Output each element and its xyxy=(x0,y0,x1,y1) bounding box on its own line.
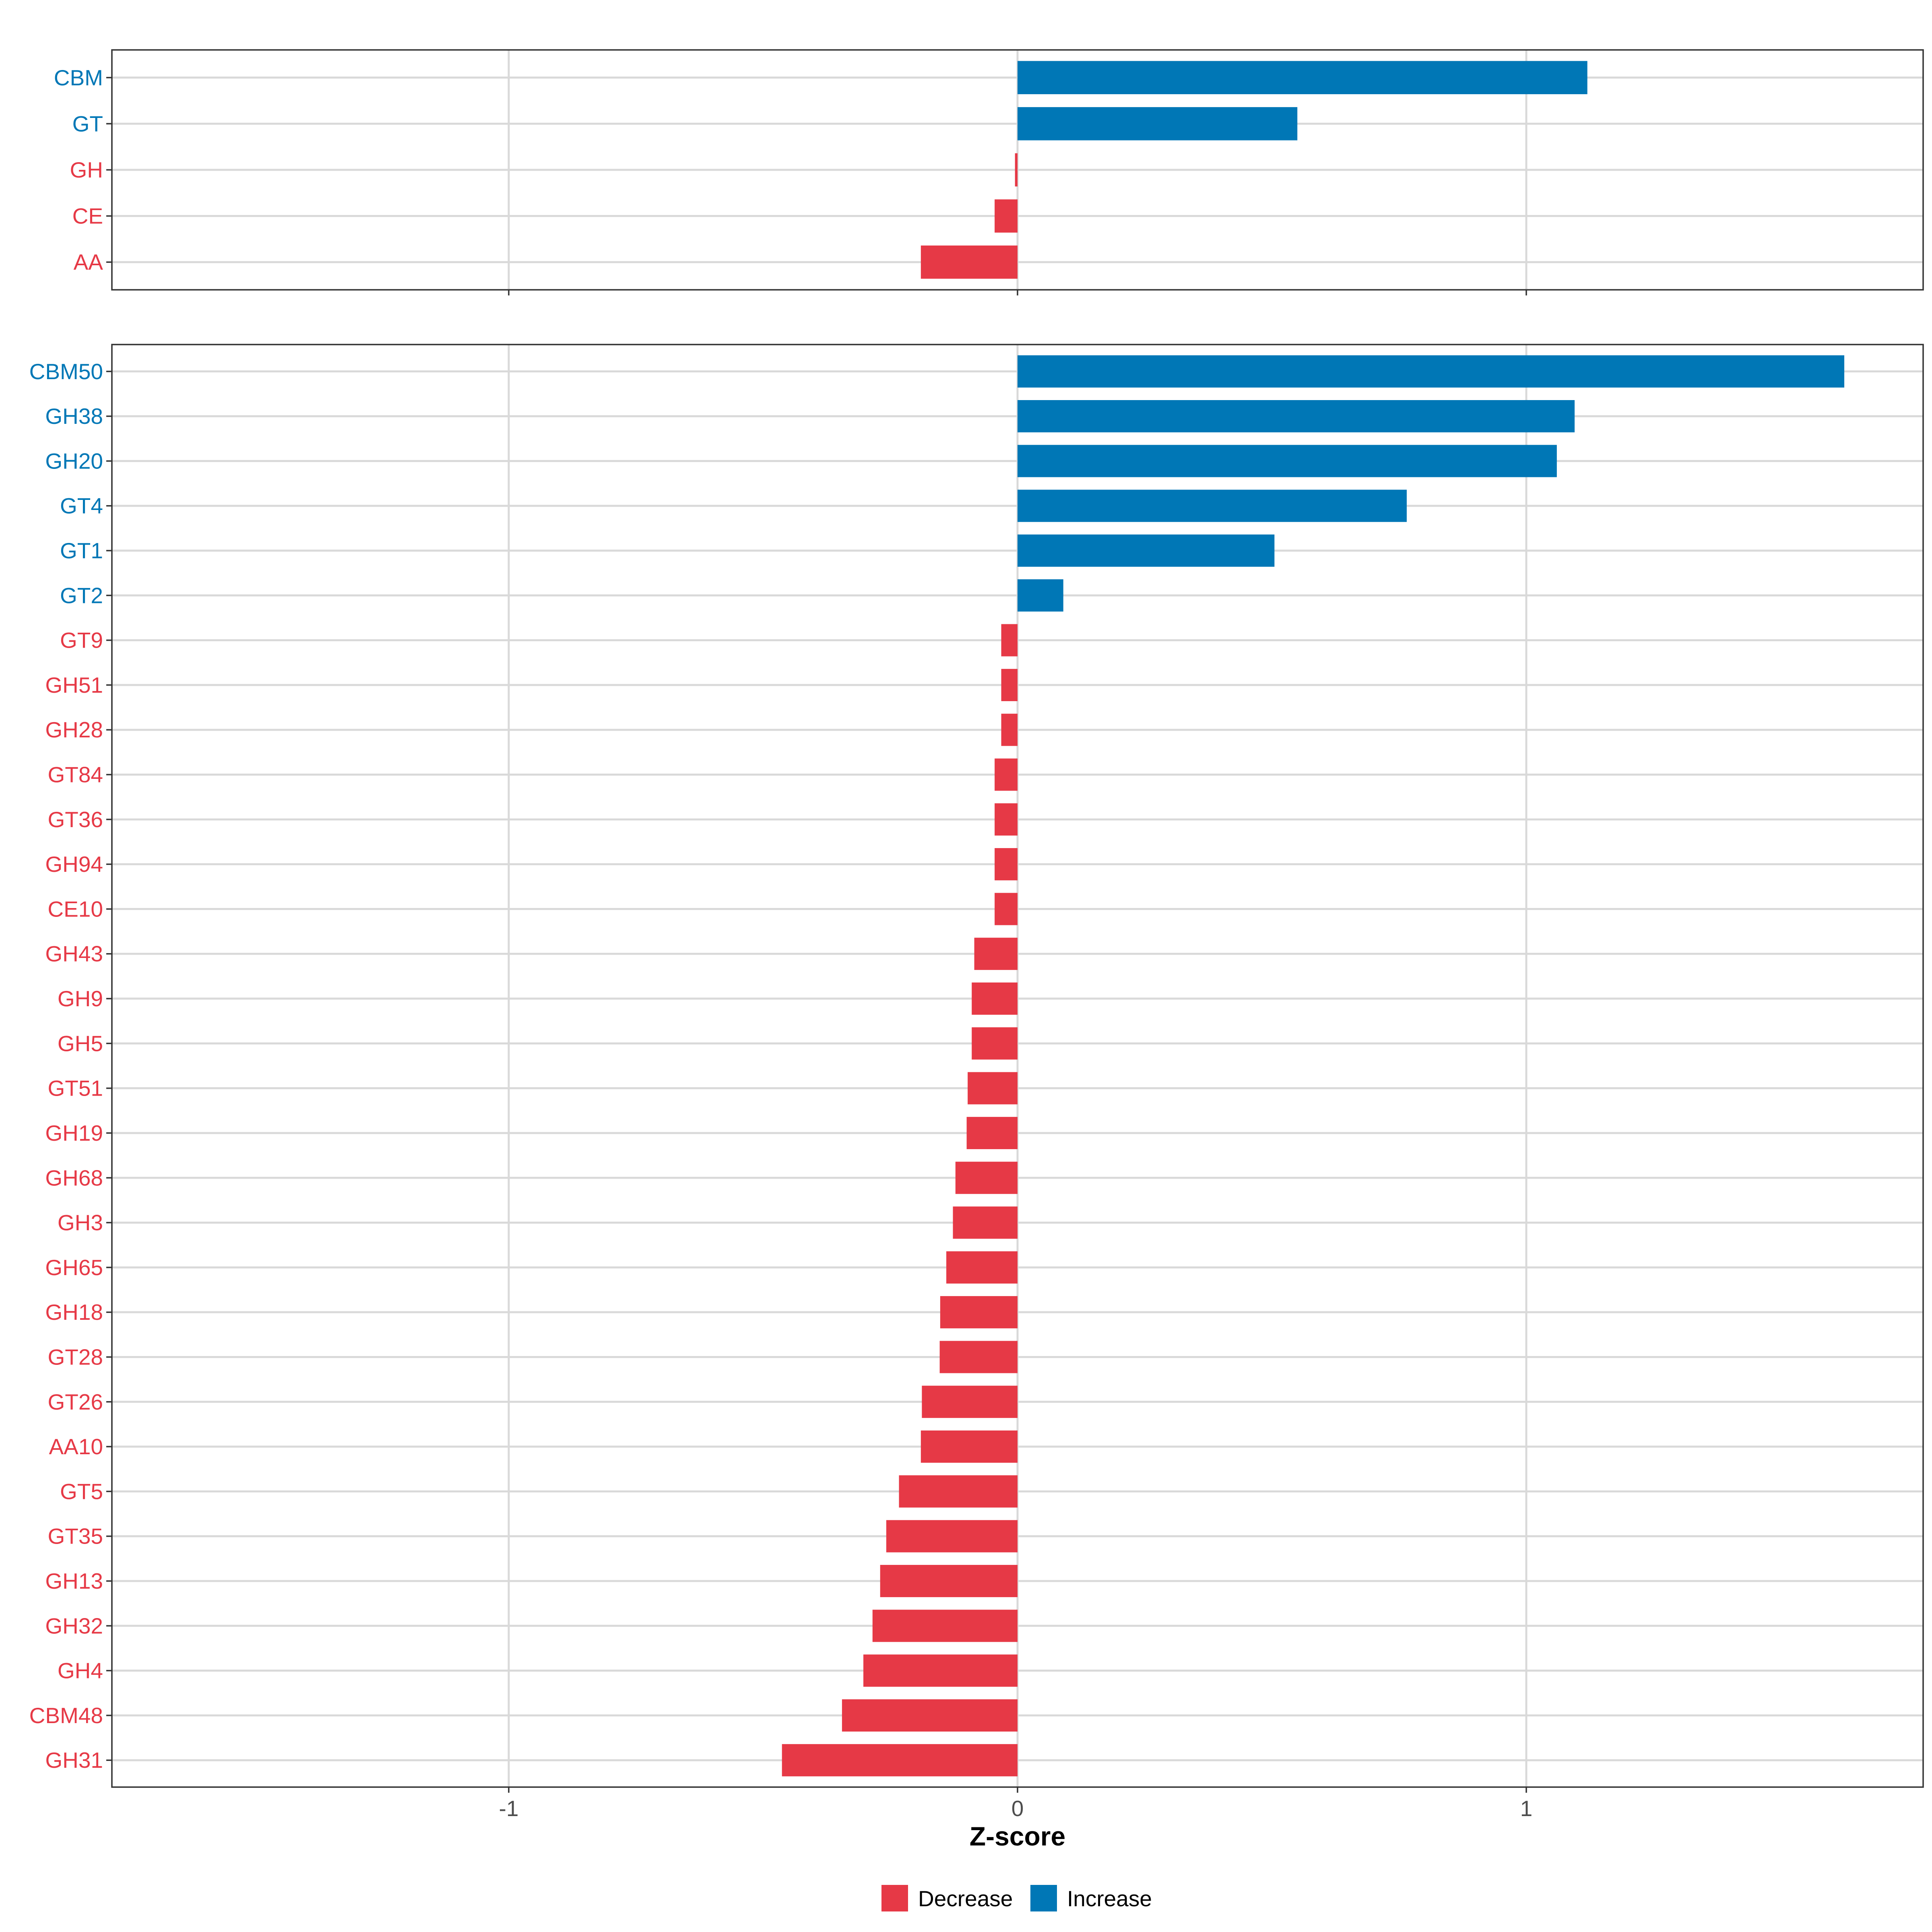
y-tick-label-gt51: GT51 xyxy=(47,1076,103,1101)
y-tick-label-cbm48: CBM48 xyxy=(29,1703,103,1728)
bar-gt28 xyxy=(939,1341,1018,1373)
bar-gh4 xyxy=(863,1654,1018,1687)
y-tick-label-cbm50: CBM50 xyxy=(29,359,103,384)
y-tick-label-gh: GH xyxy=(70,157,103,182)
y-tick-label-gh19: GH19 xyxy=(45,1121,103,1146)
bar-gh31 xyxy=(782,1744,1018,1777)
y-tick-label-gh3: GH3 xyxy=(58,1210,103,1235)
bar-aa10 xyxy=(921,1430,1018,1463)
bar-cbm48 xyxy=(842,1699,1018,1732)
y-tick-label-gh38: GH38 xyxy=(45,404,103,429)
bar-gh3 xyxy=(953,1206,1018,1239)
bar-gt1 xyxy=(1018,534,1275,567)
bar-gh xyxy=(1015,153,1018,187)
bar-gh20 xyxy=(1018,445,1557,477)
y-tick-label-gt28: GT28 xyxy=(47,1344,103,1369)
legend-label-increase: Increase xyxy=(1067,1886,1152,1911)
bar-gt2 xyxy=(1018,579,1063,612)
bar-gh32 xyxy=(872,1610,1018,1642)
y-tick-label-gh65: GH65 xyxy=(45,1255,103,1280)
x-tick-label--1: -1 xyxy=(499,1796,519,1821)
families-panel: CBM GT GH CE AA xyxy=(54,49,1924,295)
bar-gh94 xyxy=(995,848,1018,881)
bar-gt84 xyxy=(995,758,1018,791)
y-tick-label-gt9: GT9 xyxy=(60,628,103,653)
bar-ce10 xyxy=(995,893,1018,925)
y-tick-label-gh13: GH13 xyxy=(45,1569,103,1593)
y-tick-label-gh94: GH94 xyxy=(45,852,103,877)
y-tick-label-ce10: CE10 xyxy=(47,896,103,921)
y-tick-label-gh32: GH32 xyxy=(45,1613,103,1638)
y-tick-label-cbm: CBM xyxy=(54,65,103,90)
bar-gh65 xyxy=(946,1251,1018,1284)
y-tick-label-gh20: GH20 xyxy=(45,448,103,473)
legend-label-decrease: Decrease xyxy=(918,1886,1013,1911)
bar-gh68 xyxy=(955,1162,1018,1194)
y-tick-label-gt84: GT84 xyxy=(47,762,103,787)
bar-gh38 xyxy=(1018,400,1575,433)
bar-gt35 xyxy=(886,1520,1018,1552)
y-tick-label-gt5: GT5 xyxy=(60,1479,103,1504)
bar-gh51 xyxy=(1001,669,1018,701)
bar-gt9 xyxy=(1001,624,1018,656)
subfamilies-panel: CBM50GH38GH20GT4GT1GT2GT9GH51GH28GT84GT3… xyxy=(29,344,1924,1821)
y-tick-label-gh5: GH5 xyxy=(58,1031,103,1056)
x-tick-label-1: 1 xyxy=(1520,1796,1533,1821)
y-tick-label-gt36: GT36 xyxy=(47,807,103,832)
bar-gt36 xyxy=(995,803,1018,836)
y-tick-label-gh18: GH18 xyxy=(45,1300,103,1325)
bar-gt5 xyxy=(899,1475,1018,1508)
y-tick-label-aa: AA xyxy=(74,250,103,275)
y-tick-label-aa10: AA10 xyxy=(49,1434,103,1459)
y-tick-label-gh4: GH4 xyxy=(58,1658,103,1683)
bar-gh43 xyxy=(974,937,1018,970)
legend-swatch-increase xyxy=(1030,1885,1057,1911)
y-tick-label-gt4: GT4 xyxy=(60,493,103,518)
bar-ce xyxy=(995,199,1018,233)
bar-gt26 xyxy=(922,1385,1018,1418)
y-tick-label-gh28: GH28 xyxy=(45,717,103,742)
y-tick-label-gt26: GT26 xyxy=(47,1389,103,1414)
bar-gt xyxy=(1018,107,1298,140)
bar-cbm50 xyxy=(1018,355,1845,388)
bar-aa xyxy=(921,245,1018,279)
y-tick-label-gt35: GT35 xyxy=(47,1524,103,1549)
legend: Decrease Increase xyxy=(881,1885,1152,1911)
bar-gh9 xyxy=(972,982,1018,1015)
y-tick-label-gh9: GH9 xyxy=(58,986,103,1011)
y-tick-label-gt2: GT2 xyxy=(60,583,103,608)
bar-gt4 xyxy=(1018,489,1407,522)
y-tick-label-gt: GT xyxy=(72,111,103,136)
y-tick-label-gh68: GH68 xyxy=(45,1165,103,1190)
x-tick-label-0: 0 xyxy=(1011,1796,1024,1821)
bar-gh5 xyxy=(972,1027,1018,1060)
x-axis-title: Z-score xyxy=(970,1821,1065,1851)
y-tick-label-gh31: GH31 xyxy=(45,1748,103,1773)
y-tick-label-gh43: GH43 xyxy=(45,941,103,966)
y-tick-label-gt1: GT1 xyxy=(60,538,103,563)
legend-swatch-decrease xyxy=(881,1885,908,1911)
bar-gh19 xyxy=(966,1117,1018,1150)
bar-gh28 xyxy=(1001,714,1018,746)
bar-gh13 xyxy=(880,1565,1018,1598)
bar-gh18 xyxy=(940,1296,1018,1329)
y-tick-label-ce: CE xyxy=(72,204,103,229)
bar-cbm xyxy=(1018,61,1587,95)
bar-gt51 xyxy=(968,1072,1018,1104)
y-tick-label-gh51: GH51 xyxy=(45,673,103,698)
